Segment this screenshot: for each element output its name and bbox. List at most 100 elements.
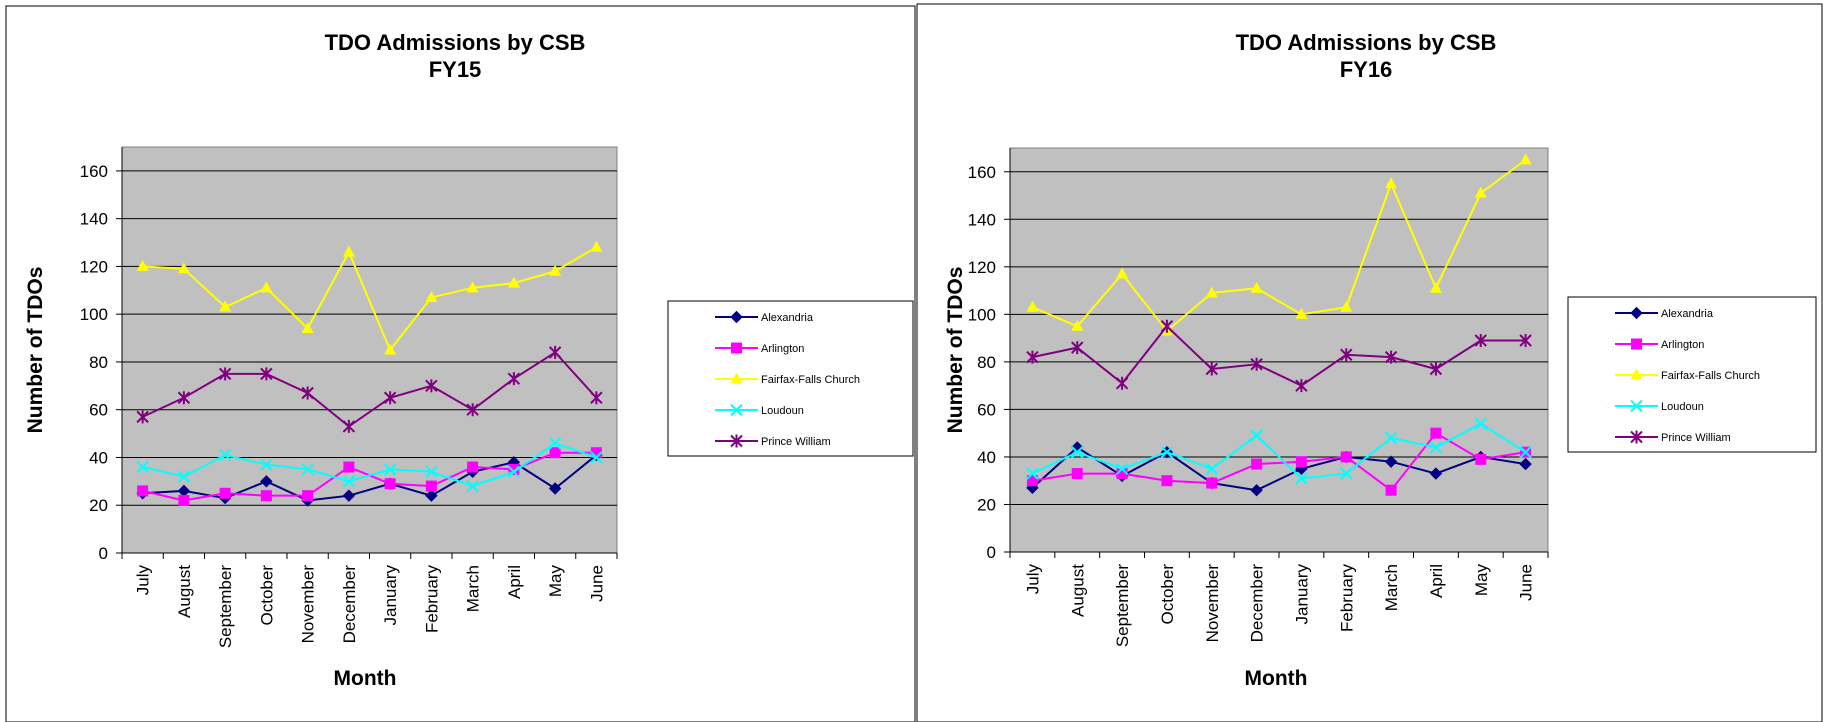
data-point xyxy=(177,391,191,405)
data-point xyxy=(301,386,314,400)
y-tick-label: 120 xyxy=(968,258,996,277)
series-line xyxy=(142,246,597,352)
data-point xyxy=(1115,462,1129,476)
data-point xyxy=(1295,456,1307,468)
data-point xyxy=(1250,281,1263,293)
x-tick-label: August xyxy=(1068,564,1087,617)
data-point xyxy=(260,367,273,381)
y-tick-label: 0 xyxy=(987,543,996,562)
series-line xyxy=(1032,324,1526,387)
legend-label: Prince William xyxy=(1661,432,1731,444)
data-point xyxy=(1340,451,1352,463)
data-point xyxy=(1026,467,1039,480)
data-point xyxy=(507,372,521,386)
data-point xyxy=(590,451,603,464)
data-point xyxy=(1519,457,1532,471)
chart-title: TDO Admissions by CSB xyxy=(1236,30,1497,55)
data-point xyxy=(507,276,520,288)
x-tick-label: December xyxy=(340,565,359,644)
x-tick-label: May xyxy=(546,565,565,598)
data-point xyxy=(466,403,479,417)
data-point xyxy=(219,300,232,312)
series-fairfax-falls-church xyxy=(136,240,603,355)
data-point xyxy=(425,465,438,479)
y-tick-label: 140 xyxy=(80,210,108,229)
x-tick-label: October xyxy=(1158,564,1177,625)
legend-marker xyxy=(1630,306,1643,320)
data-point xyxy=(342,419,356,433)
x-tick-label: August xyxy=(175,565,194,618)
x-tick-label: September xyxy=(216,565,235,648)
data-point xyxy=(1071,341,1084,355)
data-point xyxy=(1250,357,1263,371)
x-tick-label: July xyxy=(1023,564,1042,595)
data-point xyxy=(383,391,397,405)
data-point xyxy=(1519,153,1532,165)
y-tick-label: 100 xyxy=(968,305,996,324)
data-point xyxy=(1160,445,1174,459)
x-tick-label: April xyxy=(1427,564,1446,598)
data-point xyxy=(1340,348,1353,362)
data-point xyxy=(590,240,603,252)
data-point xyxy=(425,480,437,492)
x-tick-label: October xyxy=(257,565,276,626)
legend: Alexandria Arlington Fairfax-Falls Church L… xyxy=(1567,296,1817,453)
data-point xyxy=(136,460,149,474)
x-tick-label: May xyxy=(1472,564,1491,597)
x-tick-label: March xyxy=(464,565,483,612)
legend-marker xyxy=(730,372,743,384)
y-tick-label: 160 xyxy=(968,163,996,182)
series-line xyxy=(1031,446,1526,492)
data-point xyxy=(548,436,562,450)
chart-subtitle: FY16 xyxy=(1340,57,1393,82)
series-loudoun xyxy=(136,436,603,493)
y-axis-title: Number of TDOs xyxy=(944,267,967,434)
legend-marker xyxy=(1631,338,1642,350)
data-point xyxy=(1205,462,1218,476)
legend-label: Fairfax-Falls Church xyxy=(761,374,860,386)
series-arlington xyxy=(1026,427,1532,496)
data-point xyxy=(136,259,149,271)
data-point xyxy=(1071,445,1084,459)
data-point xyxy=(1519,445,1532,459)
y-tick-label: 20 xyxy=(977,495,996,514)
x-tick-label: January xyxy=(1292,564,1311,625)
data-point xyxy=(137,485,149,497)
data-point xyxy=(260,281,273,293)
data-point xyxy=(1071,468,1083,480)
series-loudoun xyxy=(1026,417,1532,485)
y-tick-label: 120 xyxy=(80,257,108,276)
data-point xyxy=(425,290,438,302)
legend-marker xyxy=(1630,368,1643,380)
data-point xyxy=(1384,350,1398,364)
y-tick-label: 40 xyxy=(89,448,108,467)
y-tick-label: 80 xyxy=(977,353,996,372)
data-point xyxy=(1429,441,1443,454)
data-point xyxy=(1340,467,1353,480)
data-point xyxy=(425,379,438,393)
data-point xyxy=(508,463,520,475)
legend-label: Arlington xyxy=(761,343,804,355)
legend-box xyxy=(1567,296,1817,453)
x-tick-label: December xyxy=(1248,564,1267,643)
data-point xyxy=(1474,417,1487,430)
legend-label: Alexandria xyxy=(761,312,814,324)
data-point xyxy=(1295,379,1308,393)
x-tick-label: February xyxy=(1337,564,1356,633)
series-line xyxy=(1032,159,1527,333)
data-point xyxy=(383,463,397,476)
series-prince-william xyxy=(1026,319,1532,393)
data-point xyxy=(218,367,232,381)
data-point xyxy=(1116,468,1128,480)
x-tick-label: September xyxy=(1113,564,1132,647)
data-point xyxy=(218,448,232,462)
data-point xyxy=(1340,300,1353,312)
data-point xyxy=(1115,376,1129,390)
legend-marker xyxy=(730,403,743,417)
data-point xyxy=(301,463,314,476)
legend-marker xyxy=(731,342,742,354)
data-point xyxy=(302,490,314,502)
x-tick-label: November xyxy=(299,565,318,644)
series-line xyxy=(142,442,597,488)
